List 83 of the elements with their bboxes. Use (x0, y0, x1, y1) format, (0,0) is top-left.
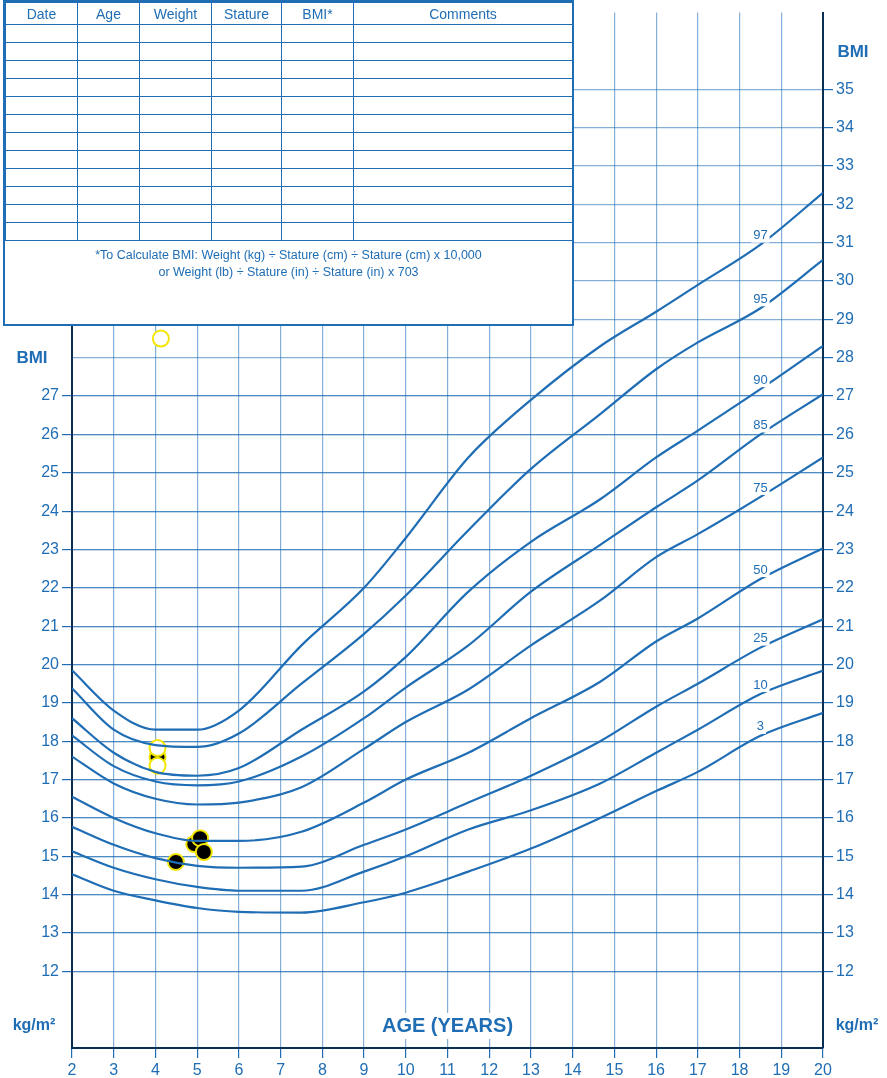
point (194, 843, 213, 862)
x-axis-title: AGE (YEARS) (381, 1013, 514, 1036)
y-tick-label: 19 (41, 693, 60, 711)
series-label: 3 (756, 718, 765, 734)
x-tick-label: 3 (109, 1061, 119, 1078)
text: Date (26, 5, 57, 22)
y2-tick-label: 18 (836, 731, 854, 749)
y-tick-label: 13 (41, 923, 60, 941)
x-tick-label: 13 (522, 1061, 540, 1078)
y2-tick-label: 28 (836, 348, 854, 366)
y2-tick-label: 31 (836, 233, 854, 251)
y2-tick-label: 13 (836, 923, 854, 941)
x-tick-label: 15 (605, 1061, 624, 1078)
y-tick-label: 23 (41, 539, 60, 557)
series-label: 90 (753, 371, 768, 387)
annotation: BMI* (281, 2, 354, 25)
annotation: or Weight (lb) ÷ Stature (in) ÷ Stature (in) x 703 (157, 264, 420, 281)
x-tick-label: 9 (359, 1061, 369, 1078)
x-tick-label: 18 (730, 1061, 749, 1078)
y2-tick-label: 14 (836, 885, 854, 903)
y-tick-label: 21 (41, 616, 60, 634)
y-tick-label: 24 (41, 501, 60, 519)
y2-tick-label: 26 (836, 424, 854, 442)
y2-tick-label: 33 (836, 156, 854, 174)
series-label: 10 (753, 676, 768, 692)
x-tick-label: 17 (688, 1061, 707, 1078)
y2-tick-label: 21 (836, 616, 854, 634)
y2-tick-label: 12 (836, 961, 854, 979)
x-tick-label: 8 (317, 1061, 327, 1078)
y2-tick-label: 29 (836, 309, 854, 327)
x-tick-label: 11 (439, 1061, 456, 1078)
y2-tick-label: 24 (836, 501, 854, 519)
text: kg/m² (835, 1016, 879, 1034)
x-tick-label: 12 (480, 1061, 499, 1078)
y2-tick-label: 22 (836, 578, 854, 596)
annotation: Weight (139, 2, 212, 25)
x-tick-label: 6 (234, 1061, 244, 1078)
y-tick-label: 12 (41, 961, 60, 979)
y-tick-label: 20 (41, 654, 60, 672)
y2-axis-title: BMI (837, 42, 869, 62)
y2-tick-label: 30 (836, 271, 854, 289)
x-tick-label: 10 (396, 1061, 415, 1078)
x-tick-label: 20 (814, 1061, 832, 1078)
y-tick-label: 27 (41, 386, 60, 404)
x-tick-label: 5 (192, 1061, 202, 1078)
y-tick-label: 25 (41, 463, 60, 481)
annotation: Age (77, 2, 140, 25)
x-tick-label: 2 (67, 1061, 77, 1078)
y2-tick-label: 27 (836, 386, 854, 404)
y-tick-label: 18 (41, 731, 60, 749)
x-tick-label: 19 (772, 1061, 791, 1078)
x-tick-label: 4 (150, 1061, 160, 1078)
series-label: 50 (753, 561, 768, 577)
y2-tick-label: 20 (836, 654, 854, 672)
y2-tick-label: 35 (836, 79, 854, 97)
series-label: 97 (753, 227, 768, 243)
y-tick-label: 16 (41, 808, 60, 826)
text: kg/m² (12, 1016, 56, 1034)
y2-tick-label: 32 (836, 194, 854, 212)
point (151, 329, 170, 348)
annotation: Comments (353, 2, 573, 25)
y-tick-label: 22 (41, 578, 60, 596)
x-tick-label: 7 (276, 1061, 286, 1078)
annotation: *To Calculate BMI: Weight (kg) ÷ Stature (cm) ÷ Stature (cm) x 10,000 (94, 247, 483, 264)
y2-tick-label: 17 (836, 769, 854, 787)
annotation: Stature (211, 2, 282, 25)
y-tick-label: 17 (41, 769, 60, 787)
y-tick-label: 26 (41, 424, 60, 442)
y2-tick-label: 34 (836, 118, 854, 136)
y2-tick-label: 19 (836, 693, 854, 711)
series-label: 95 (753, 290, 768, 306)
y2-tick-label: 15 (836, 846, 854, 864)
y2-tick-label: 23 (836, 539, 854, 557)
y2-tick-label: 16 (836, 808, 854, 826)
series-label: 75 (753, 479, 768, 495)
y-tick-label: 14 (41, 885, 60, 903)
x-tick-label: 16 (647, 1061, 666, 1078)
series-label: 25 (753, 630, 768, 646)
series-label: 85 (753, 417, 768, 433)
y-axis-title: BMI (16, 347, 48, 367)
y-tick-label: 15 (41, 846, 60, 864)
x-tick-label: 14 (563, 1061, 582, 1078)
y2-tick-label: 25 (836, 463, 854, 481)
